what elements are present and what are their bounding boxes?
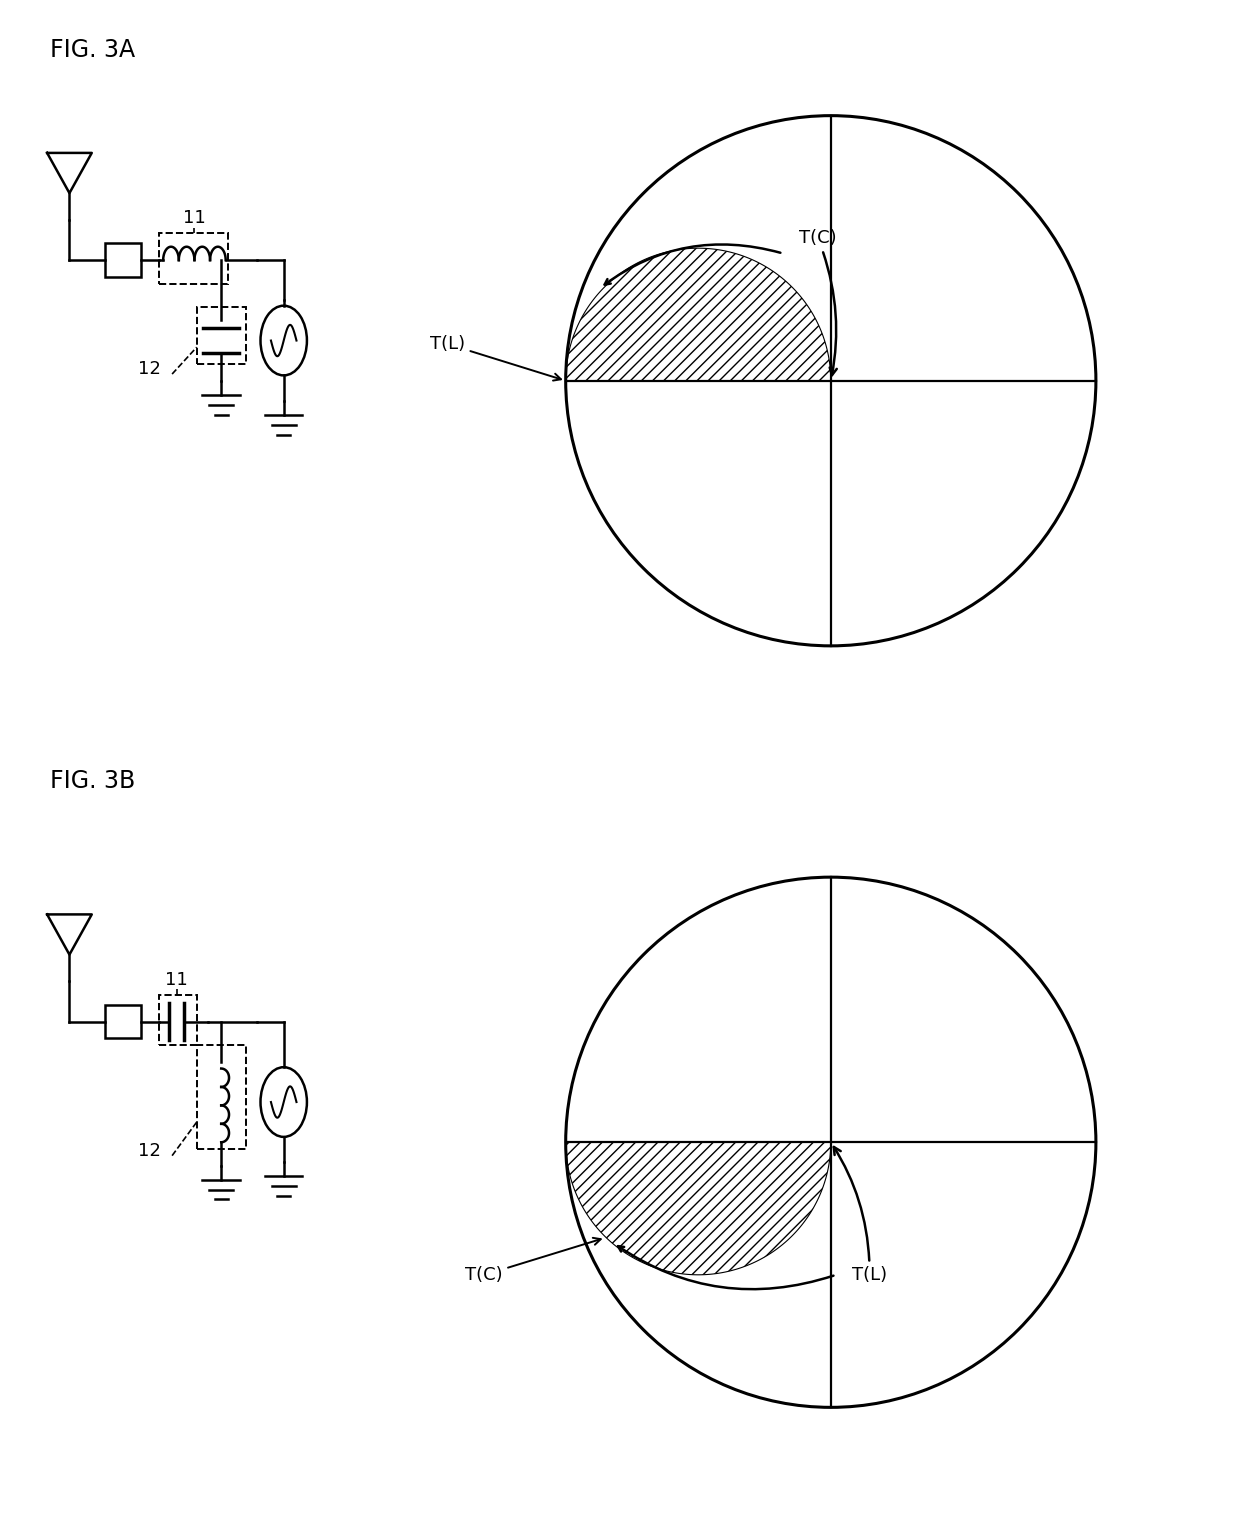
Bar [105,1005,141,1039]
Text: T(C): T(C) [799,228,837,375]
Text: 11: 11 [184,209,206,227]
Text: 12: 12 [139,1142,161,1159]
Text: FIG. 3B: FIG. 3B [50,769,135,793]
Text: T(L): T(L) [833,1147,887,1284]
Text: 11: 11 [165,970,188,988]
Text: T(C): T(C) [465,1238,600,1284]
Text: T(L): T(L) [430,335,560,381]
Bar [105,244,141,277]
Text: FIG. 3A: FIG. 3A [50,38,135,62]
Text: 12: 12 [139,359,161,378]
Bar [197,1045,246,1148]
Bar [159,995,197,1045]
Bar [197,308,246,364]
Bar [159,233,228,283]
